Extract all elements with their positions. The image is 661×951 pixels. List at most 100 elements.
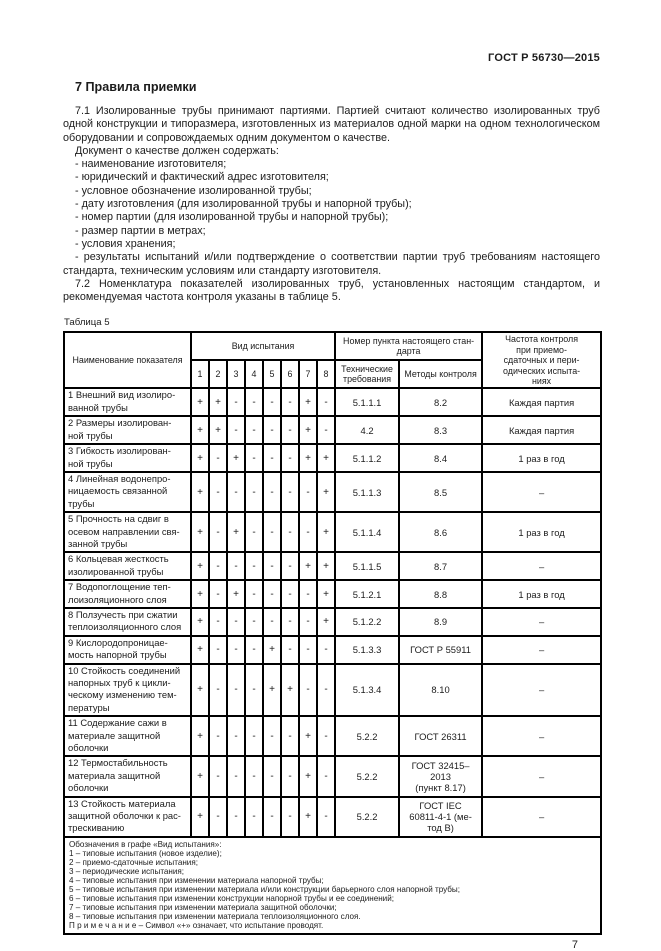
test-mark: - (244, 662, 264, 718)
col-header-test-type: Вид испытания (189, 331, 337, 362)
row-name: 4 Линейная водонепро- ницаемость связанн… (63, 470, 192, 514)
test-mark: + (298, 415, 318, 446)
col-header-methods: Методы контроля (398, 359, 484, 390)
row-name: 9 Кислородопроницае- мость напорной труб… (63, 634, 192, 665)
clause-tech-req: 4.2 (334, 415, 401, 446)
test-mark: - (262, 443, 282, 473)
test-mark: - (280, 606, 300, 637)
test-mark: - (298, 662, 318, 718)
test-mark: - (208, 443, 228, 473)
test-mark: - (244, 511, 264, 554)
table-row: 7 Водопоглощение теп- лоизоляционного сл… (63, 579, 603, 609)
clause-method: 8.5 (398, 470, 484, 514)
clause-method: 8.2 (398, 387, 484, 418)
test-mark: + (190, 415, 210, 446)
test-mark: - (244, 634, 264, 665)
test-mark: - (280, 795, 300, 838)
clause-method: ГОСТ IEC 60811-4-1 (ме- тод В) (398, 795, 484, 838)
footnote-line: 3 – периодические испытания; (69, 866, 185, 876)
test-mark: - (280, 511, 300, 554)
clause-method: 8.8 (398, 579, 484, 609)
clause-tech-req: 5.2.2 (334, 795, 401, 838)
test-mark: + (190, 795, 210, 838)
row-name: 5 Прочность на сдвиг в осевом направлени… (63, 511, 192, 554)
frequency-value: – (481, 470, 603, 514)
test-mark: + (190, 579, 210, 609)
doc-quality-item: - условия хранения; (75, 237, 176, 250)
frequency-value: – (481, 634, 603, 665)
test-mark: - (226, 715, 246, 758)
section-title: 7 Правила приемки (75, 80, 197, 94)
table-row: 1 Внешний вид изолиро- ванной трубы + + - - -… (63, 387, 603, 418)
paragraph-7-2: 7.2 Номенклатура показателей изолированн… (63, 277, 600, 304)
clause-method: 8.9 (398, 606, 484, 637)
test-mark: - (280, 387, 300, 418)
test-mark: - (244, 755, 264, 798)
test-mark: - (280, 634, 300, 665)
footnote-line: Обозначения в графе «Вид испытания»: (69, 839, 222, 849)
clause-tech-req: 5.1.2.1 (334, 579, 401, 609)
frequency-value: – (481, 755, 603, 798)
table-row: 2 Размеры изолирован- ной трубы + + - - - - + -4… (63, 415, 603, 446)
row-name: 1 Внешний вид изолиро- ванной трубы (63, 387, 192, 418)
test-mark: - (226, 606, 246, 637)
footnote-line: 2 – приемо-сдаточные испытания; (69, 857, 198, 867)
test-mark: + (298, 795, 318, 838)
test-mark: - (226, 551, 246, 582)
clause-tech-req: 5.1.3.3 (334, 634, 401, 665)
test-mark: - (244, 715, 264, 758)
table-row: 6 Кольцевая жесткость изолированной труб… (63, 551, 603, 582)
row-name: 10 Стойкость соединений напорных труб к … (63, 662, 192, 718)
test-mark: + (315, 443, 337, 473)
test-mark: - (208, 511, 228, 554)
table-caption: Таблица 5 (64, 317, 110, 329)
test-mark: - (244, 443, 264, 473)
footnote-line: 5 – типовые испытания при изменении мате… (69, 884, 460, 894)
col-header-frequency: Частота контроля при приемо- сдаточных и… (481, 331, 603, 390)
frequency-value: 1 раз в год (481, 579, 603, 609)
test-mark: - (244, 606, 264, 637)
test-mark: - (298, 634, 318, 665)
doc-standard-number: ГОСТ Р 56730—2015 (488, 52, 600, 64)
paragraph-7-1: 7.1 Изолированные трубы принимают партия… (63, 105, 600, 144)
test-mark: - (208, 606, 228, 637)
frequency-value: Каждая партия (481, 387, 603, 418)
col-header-name: Наименование показателя (63, 331, 192, 390)
clause-tech-req: 5.1.2.2 (334, 606, 401, 637)
clause-method: 8.3 (398, 415, 484, 446)
test-mark: - (244, 579, 264, 609)
table-row: 4 Линейная водонепро- ницаемость связанн… (63, 470, 603, 514)
test-mark: - (208, 715, 228, 758)
doc-quality-item: - номер партии (для изолированной трубы … (75, 211, 389, 224)
clause-tech-req: 5.1.1.4 (334, 511, 401, 554)
table-5: Наименование показателя Вид испытания Но… (62, 331, 603, 935)
frequency-value: – (481, 551, 603, 582)
row-name: 11 Содержание сажи в материале защитной … (63, 715, 192, 758)
test-mark: - (208, 755, 228, 798)
clause-method: ГОСТ 26311 (398, 715, 484, 758)
clause-tech-req: 5.2.2 (334, 715, 401, 758)
clause-tech-req: 5.1.1.1 (334, 387, 401, 418)
test-mark: + (315, 470, 337, 514)
clause-tech-req: 5.1.1.3 (334, 470, 401, 514)
test-mark: - (208, 662, 228, 718)
test-mark: + (190, 755, 210, 798)
test-mark: - (315, 715, 337, 758)
test-mark: - (280, 715, 300, 758)
test-mark: - (208, 795, 228, 838)
footnote-line: 1 – типовые испытания (новое изделие); (69, 848, 222, 858)
table-header-row-2: 1 2 3 4 5 6 7 8 Технические требования Методы ко… (64, 359, 601, 390)
test-mark: + (315, 511, 337, 554)
test-mark: + (298, 715, 318, 758)
test-mark: - (298, 511, 318, 554)
test-mark: + (262, 634, 282, 665)
test-mark: + (262, 662, 282, 718)
test-mark: + (208, 387, 228, 418)
test-mark: - (280, 415, 300, 446)
test-mark: - (244, 415, 264, 446)
test-mark: + (298, 387, 318, 418)
test-mark: - (262, 551, 282, 582)
test-mark: + (208, 415, 228, 446)
table-header-row-1: Наименование показателя Вид испытания Но… (63, 331, 603, 390)
footnote-line: 8 – типовые испытания при изменении мате… (69, 911, 361, 921)
